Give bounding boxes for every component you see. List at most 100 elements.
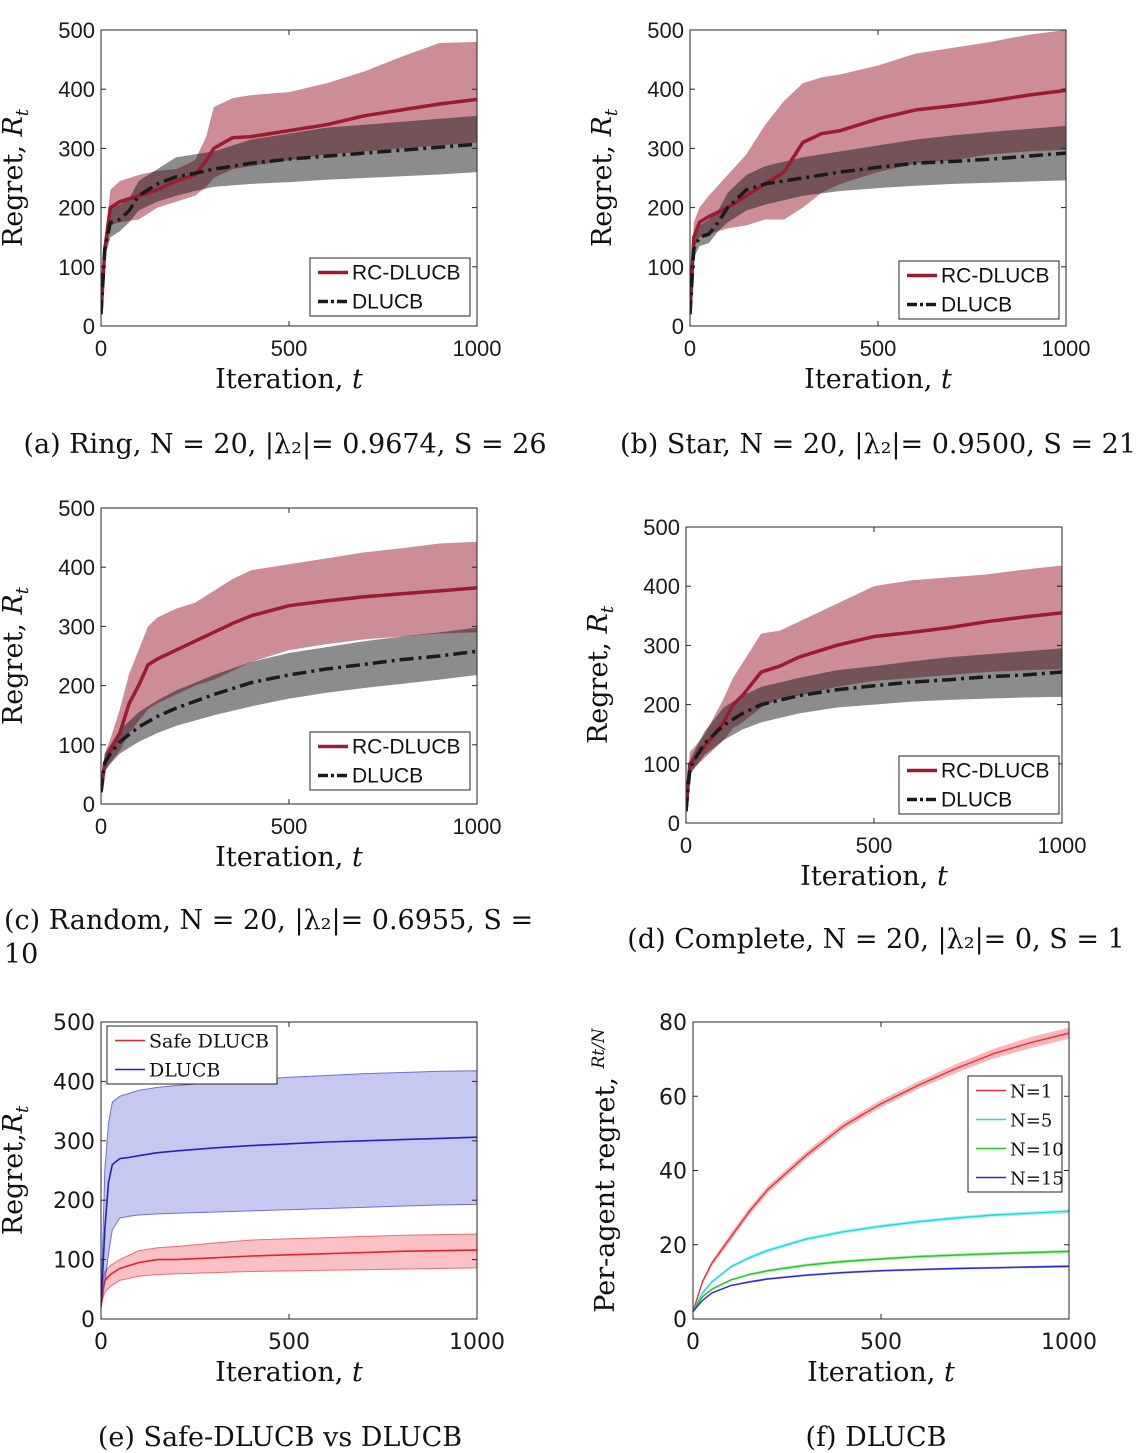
x-axis-label: Iteration, t bbox=[800, 861, 948, 892]
plot-area bbox=[693, 1027, 1069, 1313]
x-tick-label: 500 bbox=[268, 1330, 310, 1355]
legend: Safe DLUCB DLUCB bbox=[106, 1025, 278, 1085]
y-tick-label: 100 bbox=[643, 752, 680, 777]
legend: RC-DLUCB DLUCB bbox=[898, 755, 1060, 815]
x-tick-label: 0 bbox=[684, 336, 696, 361]
legend: N=1 N=5 N=10 N=15 bbox=[967, 1075, 1064, 1193]
y-tick-label: 0 bbox=[83, 792, 95, 817]
x-axis-label: Iteration, t bbox=[215, 1357, 363, 1388]
x-tick-label: 0 bbox=[680, 833, 692, 858]
series-line-dlucb bbox=[690, 151, 1066, 315]
legend-box bbox=[967, 1075, 1063, 1193]
y-axis-label: Per-agent regret, Rt/N bbox=[589, 1027, 621, 1313]
y-tick-label: 200 bbox=[53, 1189, 95, 1214]
series-line-n-10 bbox=[693, 1250, 1069, 1312]
band-rc-dlucb bbox=[101, 41, 477, 315]
legend-label-dlucb: DLUCB bbox=[941, 789, 1012, 812]
y-tick-label: 0 bbox=[83, 314, 95, 339]
y-tick-label: 0 bbox=[81, 1308, 95, 1333]
band-safe-dlucb bbox=[101, 1233, 477, 1308]
band-dlucb bbox=[101, 627, 477, 793]
x-tick-label: 1000 bbox=[453, 814, 502, 839]
series-line-dlucb bbox=[686, 670, 1062, 812]
plot-area bbox=[101, 541, 477, 793]
y-tick-label: 40 bbox=[659, 1160, 687, 1185]
y-tick-label: 20 bbox=[659, 1234, 687, 1259]
legend-box bbox=[106, 1025, 278, 1085]
legend-label-rc-dlucb: RC-DLUCB bbox=[941, 265, 1050, 288]
y-tick-label: 300 bbox=[647, 136, 684, 161]
y-tick-label: 100 bbox=[647, 255, 684, 280]
plot-area bbox=[686, 565, 1062, 812]
y-tick-label: 400 bbox=[643, 574, 680, 599]
y-tick-label: 0 bbox=[673, 1308, 687, 1333]
y-tick-label: 500 bbox=[58, 496, 95, 521]
y-axis-label: Regret, Rt bbox=[0, 586, 33, 725]
series-line-rc-dlucb bbox=[690, 88, 1066, 315]
x-tick-label: 500 bbox=[856, 833, 893, 858]
y-tick-label: 300 bbox=[58, 614, 95, 639]
x-tick-label: 500 bbox=[271, 814, 308, 839]
y-tick-label: 0 bbox=[668, 811, 680, 836]
y-tick-label: 400 bbox=[647, 77, 684, 102]
caption: (e) Safe-DLUCB vs DLUCB bbox=[98, 1422, 462, 1453]
x-tick-label: 1000 bbox=[453, 336, 502, 361]
series-line-dlucb bbox=[101, 142, 477, 315]
y-tick-label: 100 bbox=[58, 255, 95, 280]
y-tick-label: 500 bbox=[643, 515, 680, 540]
x-tick-label: 0 bbox=[94, 1330, 108, 1355]
x-tick-label: 0 bbox=[686, 1330, 700, 1355]
x-tick-label: 500 bbox=[860, 336, 897, 361]
legend-box bbox=[898, 260, 1060, 320]
plot-area bbox=[101, 41, 477, 315]
y-tick-label: 100 bbox=[58, 733, 95, 758]
band-rc-dlucb bbox=[101, 541, 477, 793]
legend-box bbox=[309, 257, 471, 317]
caption: (a) Ring, N = 20, |λ₂|= 0.9674, S = 26 bbox=[23, 429, 546, 460]
y-tick-label: 300 bbox=[53, 1130, 95, 1155]
y-tick-label: 400 bbox=[53, 1070, 95, 1095]
legend-label-dlucb: DLUCB bbox=[352, 765, 423, 788]
y-axis-label: Regret, Rt bbox=[583, 605, 618, 744]
chart-panel-b: 0 500 1000 0 100 200 300 400 500 Iteration, t Regr… bbox=[587, 18, 1136, 460]
x-axis-label: Iteration, t bbox=[804, 364, 952, 395]
x-tick-label: 0 bbox=[95, 814, 107, 839]
caption: (f) DLUCB bbox=[806, 1422, 947, 1453]
band-dlucb bbox=[101, 1070, 477, 1308]
y-tick-label: 100 bbox=[53, 1249, 95, 1274]
x-tick-label: 1000 bbox=[1038, 833, 1087, 858]
y-tick-label: 400 bbox=[58, 77, 95, 102]
chart-panel-d: 0 500 1000 0 100 200 300 400 500 Iteration, t Regr… bbox=[583, 515, 1125, 955]
y-tick-label: 200 bbox=[58, 674, 95, 699]
band-n-15 bbox=[693, 1264, 1069, 1312]
x-tick-label: 1000 bbox=[449, 1330, 505, 1355]
legend-label-n-10: N=10 bbox=[1010, 1140, 1064, 1161]
series-line-n-5 bbox=[693, 1210, 1069, 1312]
legend: RC-DLUCB DLUCB bbox=[309, 257, 471, 317]
series-line-rc-dlucb bbox=[101, 97, 477, 315]
legend-label-dlucb: DLUCB bbox=[149, 1060, 220, 1082]
x-axis-label: Iteration, t bbox=[807, 1357, 955, 1388]
legend-label-dlucb: DLUCB bbox=[941, 294, 1012, 317]
legend-label-n-5: N=5 bbox=[1010, 1111, 1052, 1132]
y-tick-label: 500 bbox=[58, 18, 95, 43]
y-tick-label: 60 bbox=[659, 1085, 687, 1110]
chart-panel-f: 0 500 1000 0 20 40 60 80 Iteration, t Per-agent r… bbox=[589, 1011, 1097, 1453]
legend-label-rc-dlucb: RC-DLUCB bbox=[352, 736, 461, 759]
legend: RC-DLUCB DLUCB bbox=[309, 731, 471, 791]
band-dlucb bbox=[101, 115, 477, 315]
caption: (b) Star, N = 20, |λ₂|= 0.9500, S = 21 bbox=[620, 429, 1136, 460]
y-axis-label: Regret,Rt bbox=[0, 1105, 33, 1235]
plot-area bbox=[690, 30, 1066, 315]
legend-label-n-1: N=1 bbox=[1010, 1082, 1052, 1103]
y-tick-label: 500 bbox=[647, 18, 684, 43]
legend-label-n-15: N=15 bbox=[1010, 1169, 1064, 1190]
x-axis-label: Iteration, t bbox=[215, 364, 363, 395]
x-tick-label: 1000 bbox=[1041, 1330, 1097, 1355]
legend-label-dlucb: DLUCB bbox=[352, 291, 423, 314]
chart-panel-c: 0 500 1000 0 100 200 300 400 500 Iteration, t Regr… bbox=[0, 496, 533, 970]
series-line-safe-dlucb bbox=[101, 1249, 477, 1308]
y-tick-label: 300 bbox=[58, 136, 95, 161]
legend-label-safe-dlucb: Safe DLUCB bbox=[149, 1031, 269, 1053]
